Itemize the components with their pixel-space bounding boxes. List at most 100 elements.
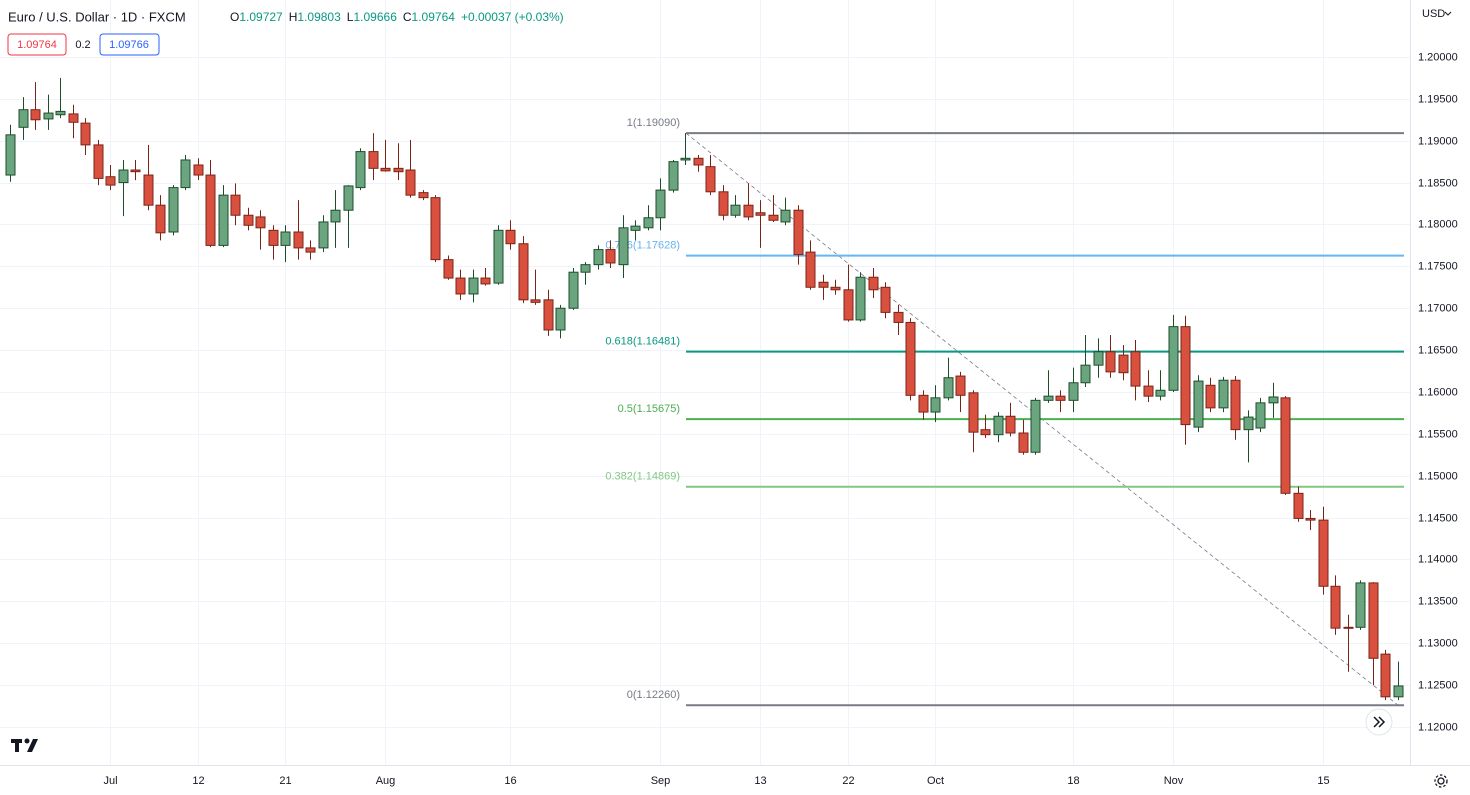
y-tick-label: 1.17000 (1418, 302, 1458, 314)
fib-level-label: 0(1.12260) (627, 689, 680, 701)
candle-body (718, 191, 729, 216)
candle-body (893, 311, 904, 323)
candle-body (18, 109, 29, 128)
candle-body (743, 204, 754, 218)
ohlc-legend: O1.09727 H1.09803 L1.09666 C1.09764 +0.00037… (230, 10, 564, 24)
y-tick-label: 1.13000 (1418, 637, 1458, 649)
candle-body (618, 227, 629, 266)
candle-body (1168, 326, 1179, 391)
x-tick-label: 21 (279, 775, 291, 787)
ohlc-change: +0.00037 (+0.03%) (461, 10, 564, 24)
x-tick-label: Aug (376, 775, 396, 787)
ohlc-value: 1.09803 (297, 10, 341, 24)
candle-body (1268, 396, 1279, 404)
candle-body (1005, 415, 1016, 434)
axis-labels: 1.12000 1.12500 1.13000 1.13500 1.14000 1.145… (103, 51, 1457, 787)
candle-body (343, 185, 354, 211)
candle-body (80, 122, 91, 146)
candle-body (693, 157, 704, 166)
fib-level-label: 0.382(1.14869) (605, 471, 680, 483)
candle-body (830, 286, 841, 291)
candle-body (1343, 626, 1354, 629)
scroll-to-realtime[interactable] (1365, 708, 1393, 736)
grid (0, 0, 1410, 765)
candle-body (1318, 519, 1329, 587)
candle-body (680, 157, 691, 161)
candle-body (668, 161, 679, 191)
ohlc-key: C (403, 10, 412, 24)
ohlc-value: 1.09727 (239, 10, 283, 24)
candle-body (118, 169, 129, 184)
spread: 0.2 (75, 39, 90, 51)
candle-body (105, 176, 116, 186)
fib-level-label: 0.786(1.17628) (605, 240, 680, 252)
candle-body (1280, 397, 1291, 494)
candle-body (480, 277, 491, 285)
ohlc-key: L (347, 10, 354, 24)
x-tick-label: Oct (927, 775, 944, 787)
y-tick-label: 1.16000 (1418, 386, 1458, 398)
y-tick-label: 1.15500 (1418, 428, 1458, 440)
buy-price: 1.09766 (109, 39, 149, 51)
x-tick-label: 22 (842, 775, 854, 787)
candle-body (1193, 380, 1204, 428)
buy-box[interactable] (99, 33, 160, 56)
candle-body (430, 197, 441, 261)
candle-body (518, 243, 529, 301)
candle-body (1043, 395, 1054, 401)
y-tick-label: 1.14500 (1418, 512, 1458, 524)
candle-body (530, 299, 541, 303)
candle-body (1055, 395, 1066, 401)
candle-body (468, 277, 479, 295)
ohlc-text: O1.09727 H1.09803 L1.09666 C1.09764 +0.00037… (230, 10, 564, 24)
currency[interactable]: USD (1422, 8, 1445, 20)
candle-body (780, 209, 791, 223)
y-tick-label: 1.12000 (1418, 721, 1458, 733)
candle-body (980, 429, 991, 436)
candle-body (443, 259, 454, 279)
fib-level-label: 0.5(1.15675) (618, 403, 680, 415)
y-tick-label: 1.18000 (1418, 218, 1458, 230)
candle-body (1243, 416, 1254, 431)
sell-box[interactable] (7, 33, 67, 56)
candle-body (1255, 402, 1266, 429)
candle-body (368, 151, 379, 169)
candle-body (1068, 382, 1079, 401)
symbol-title[interactable]: Euro / U.S. Dollar · 1D · FXCM (8, 9, 186, 24)
settings[interactable] (1434, 774, 1448, 788)
candle-body (318, 221, 329, 249)
fib-level-label: 0.618(1.16481) (605, 336, 680, 348)
ohlc-value: 1.09666 (353, 10, 397, 24)
y-tick-label: 1.13500 (1418, 595, 1458, 607)
candle-body (1330, 585, 1341, 629)
candle-body (1305, 517, 1316, 521)
candle-body (730, 204, 741, 216)
fib-retracement[interactable]: 1(1.19090) 0.786(1.17628) 0.618(1.16481) 0.… (605, 117, 1404, 707)
y-tick-label: 1.18500 (1418, 177, 1458, 189)
candle-body (555, 307, 566, 331)
candle-body (1130, 351, 1141, 387)
candle-body (43, 112, 54, 120)
candle-body (493, 229, 504, 284)
candle-body (155, 204, 166, 234)
candle-body (55, 110, 66, 116)
fib-level-label: 1(1.19090) (627, 117, 680, 129)
candle-body (455, 277, 466, 295)
candle-body (418, 192, 429, 199)
candle-body (630, 225, 641, 231)
candle-body (1393, 685, 1404, 698)
candle-body (968, 392, 979, 433)
candle-body (1118, 354, 1129, 374)
x-tick-label: 16 (504, 775, 516, 787)
candle-body (68, 113, 79, 123)
ohlc-key: H (289, 10, 298, 24)
candle-body (193, 164, 204, 176)
logo[interactable] (11, 738, 38, 753)
candle-body (805, 251, 816, 288)
candle-body (955, 375, 966, 396)
candle-body (1080, 364, 1091, 384)
candle-body (655, 189, 666, 219)
candle-body (880, 286, 891, 313)
candle-body (930, 397, 941, 413)
